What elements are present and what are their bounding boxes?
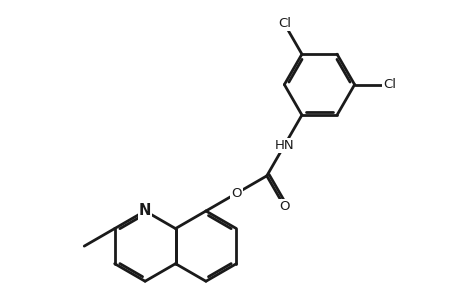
Text: O: O [279, 200, 290, 213]
Text: N: N [139, 203, 151, 218]
Text: HN: HN [274, 139, 294, 152]
Text: O: O [231, 187, 242, 200]
Text: Cl: Cl [383, 78, 396, 91]
Text: Cl: Cl [278, 17, 291, 30]
